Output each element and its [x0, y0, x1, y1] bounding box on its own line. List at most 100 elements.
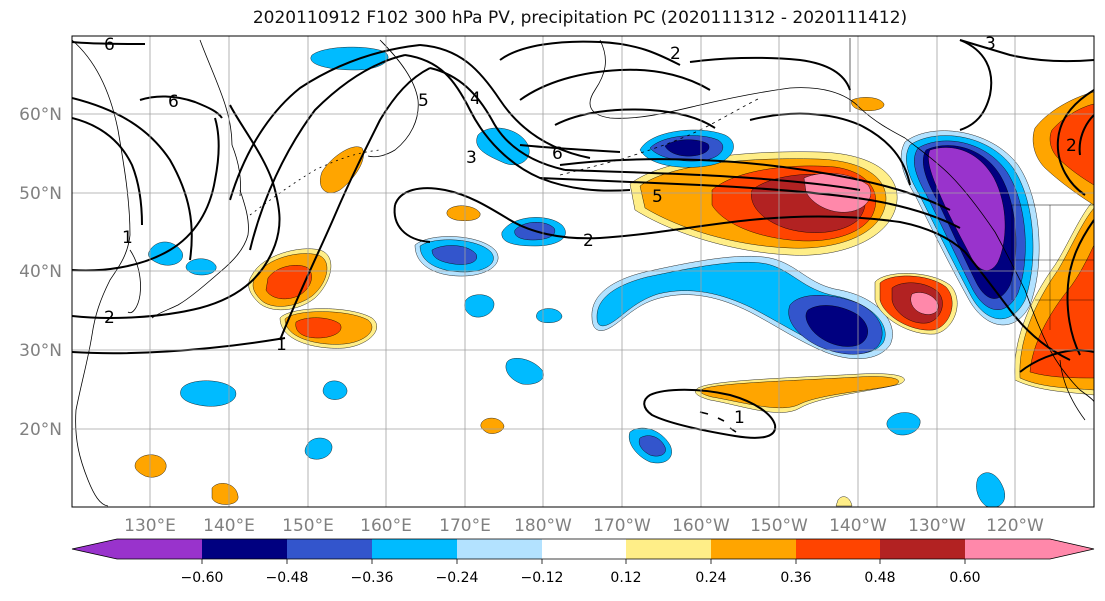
aleutian-islands — [559, 97, 761, 176]
contour-label: 2 — [104, 308, 115, 328]
positive-anomaly-mexico-small — [835, 496, 853, 507]
colorbar-segment — [711, 539, 796, 559]
coast-asia-mainland — [72, 39, 131, 507]
lon-tick-label: 160°E — [360, 516, 412, 536]
colorbar-extend-high — [965, 539, 1094, 559]
colorbar-segment — [287, 539, 372, 559]
contour-label: 1 — [276, 335, 287, 355]
pv-contour-6 — [72, 41, 146, 45]
contour-label: 5 — [418, 91, 429, 111]
colorbar-tick-label: 0.24 — [695, 570, 726, 586]
lon-tick-label: 170°E — [439, 516, 491, 536]
pv-contour-4 — [72, 117, 143, 226]
pv-contour-17 — [539, 177, 961, 229]
lon-tick-label: 180°W — [514, 516, 572, 536]
colorbar-tick-label: −0.48 — [266, 570, 309, 586]
pv-contour-28 — [964, 251, 1071, 361]
contour-label: 4 — [470, 89, 481, 109]
coastlines — [72, 38, 1094, 507]
colorbar-tick-label: −0.12 — [521, 570, 564, 586]
lat-tick-label: 20°N — [19, 420, 62, 440]
coast-us-west — [1024, 289, 1094, 403]
negative-anomaly-central-pacific-small-2 — [505, 358, 544, 385]
coast-baja — [1059, 359, 1086, 421]
positive-anomaly-hawaii-north-orange — [700, 376, 899, 409]
coast-japan — [151, 189, 249, 319]
contour-label: 6 — [552, 144, 563, 164]
positive-anomaly-west-pacific-south — [211, 483, 239, 505]
colorbar-extend-low — [72, 539, 202, 559]
pv-contour-16 — [559, 158, 951, 211]
pv-contour-8 — [279, 67, 431, 341]
pv-contour-10 — [229, 44, 421, 201]
us-states — [1011, 205, 1094, 330]
pv-contour-32 — [959, 39, 1094, 63]
colorbar-ticks — [201, 559, 966, 564]
contour-label: 2 — [670, 44, 681, 64]
contour-label: 2 — [1066, 136, 1077, 156]
negative-anomaly-north-pacific-1-blue — [431, 245, 477, 265]
lon-tick-label: 160°W — [672, 516, 730, 536]
pv-contour-23 — [689, 56, 851, 91]
latitude-tick-labels: 60°N 50°N 40°N 30°N 20°N — [19, 105, 62, 440]
pv-contour-2 — [72, 104, 281, 319]
pv-contour-19 — [499, 40, 681, 66]
negative-anomaly-japan-sea-2 — [185, 258, 217, 276]
negative-anomaly-baja — [976, 472, 1005, 507]
contour-label: 1 — [122, 228, 133, 248]
kuril-islands — [249, 149, 381, 216]
pv-contour-26 — [1056, 89, 1094, 196]
negative-anomaly-aleutians-navy — [664, 139, 710, 157]
contour-label: 3 — [985, 34, 996, 54]
colorbar-segment — [202, 539, 287, 559]
colorbar-tick-label: 0.60 — [949, 570, 980, 586]
coast-kamchatka — [367, 39, 419, 158]
contour-labels: 6 6 6 5 5 4 3 3 2 2 2 2 1 1 1 — [104, 34, 1077, 428]
pv-contour-7 — [139, 95, 223, 119]
positive-anomaly-west-pacific-20n — [134, 454, 167, 478]
contour-label: 1 — [734, 408, 745, 428]
coast-sakhalin — [231, 144, 241, 197]
colorbar-tick-label: 0.12 — [610, 570, 641, 586]
positive-anomaly-kuril — [320, 146, 364, 194]
colorbar-tick-label: −0.36 — [351, 570, 394, 586]
longitude-tick-labels: 130°E 140°E 150°E 160°E 170°E 180°W 170°… — [124, 516, 1044, 536]
lon-tick-label: 130°W — [908, 516, 966, 536]
colorbar-outline — [71, 538, 1095, 560]
positive-anomaly-central-pacific-small — [480, 417, 505, 434]
colorbar-segment — [626, 539, 711, 559]
negative-anomaly-central-pacific-small-1 — [536, 308, 563, 323]
contour-label: 6 — [168, 92, 179, 112]
colorbar-segment — [457, 539, 542, 559]
negative-anomaly-west-pacific-3 — [304, 437, 333, 460]
colorbar-segment — [796, 539, 880, 559]
lon-tick-label: 140°W — [829, 516, 887, 536]
lon-tick-label: 150°W — [750, 516, 808, 536]
negative-anomaly-north-pacific-3 — [476, 127, 530, 166]
lat-tick-label: 40°N — [19, 262, 62, 282]
coast-bc — [904, 137, 1026, 291]
pv-contour-29 — [1066, 219, 1094, 356]
colorbar-tick-label: −0.24 — [436, 570, 479, 586]
colorbar-tick-label: 0.36 — [780, 570, 811, 586]
negative-anomaly-west-pacific-2 — [322, 380, 348, 400]
positive-anomaly-east-pacific-38n-pink — [910, 292, 939, 315]
pv-contour-21 — [554, 108, 716, 129]
pv-contour-31 — [643, 388, 777, 439]
negative-anomaly-pacific-northwest-purple — [928, 147, 1006, 271]
contour-label: 2 — [583, 231, 594, 251]
pv-contour-1 — [72, 337, 286, 355]
coast-okhotsk — [199, 39, 233, 146]
contour-label: 6 — [104, 35, 115, 55]
pv-contour-9 — [249, 54, 406, 251]
negative-anomaly-hawaii-south-blue — [638, 435, 666, 457]
pv-contour-18 — [564, 169, 861, 191]
us-canada-border — [849, 38, 1094, 206]
pv-contour-22 — [519, 144, 621, 153]
lon-tick-label: 130°E — [124, 516, 176, 536]
negative-anomaly-okhotsk — [310, 46, 389, 71]
pv-contour-13 — [429, 67, 566, 171]
lon-tick-label: 120°W — [986, 516, 1044, 536]
pv-contour-5 — [72, 97, 193, 261]
